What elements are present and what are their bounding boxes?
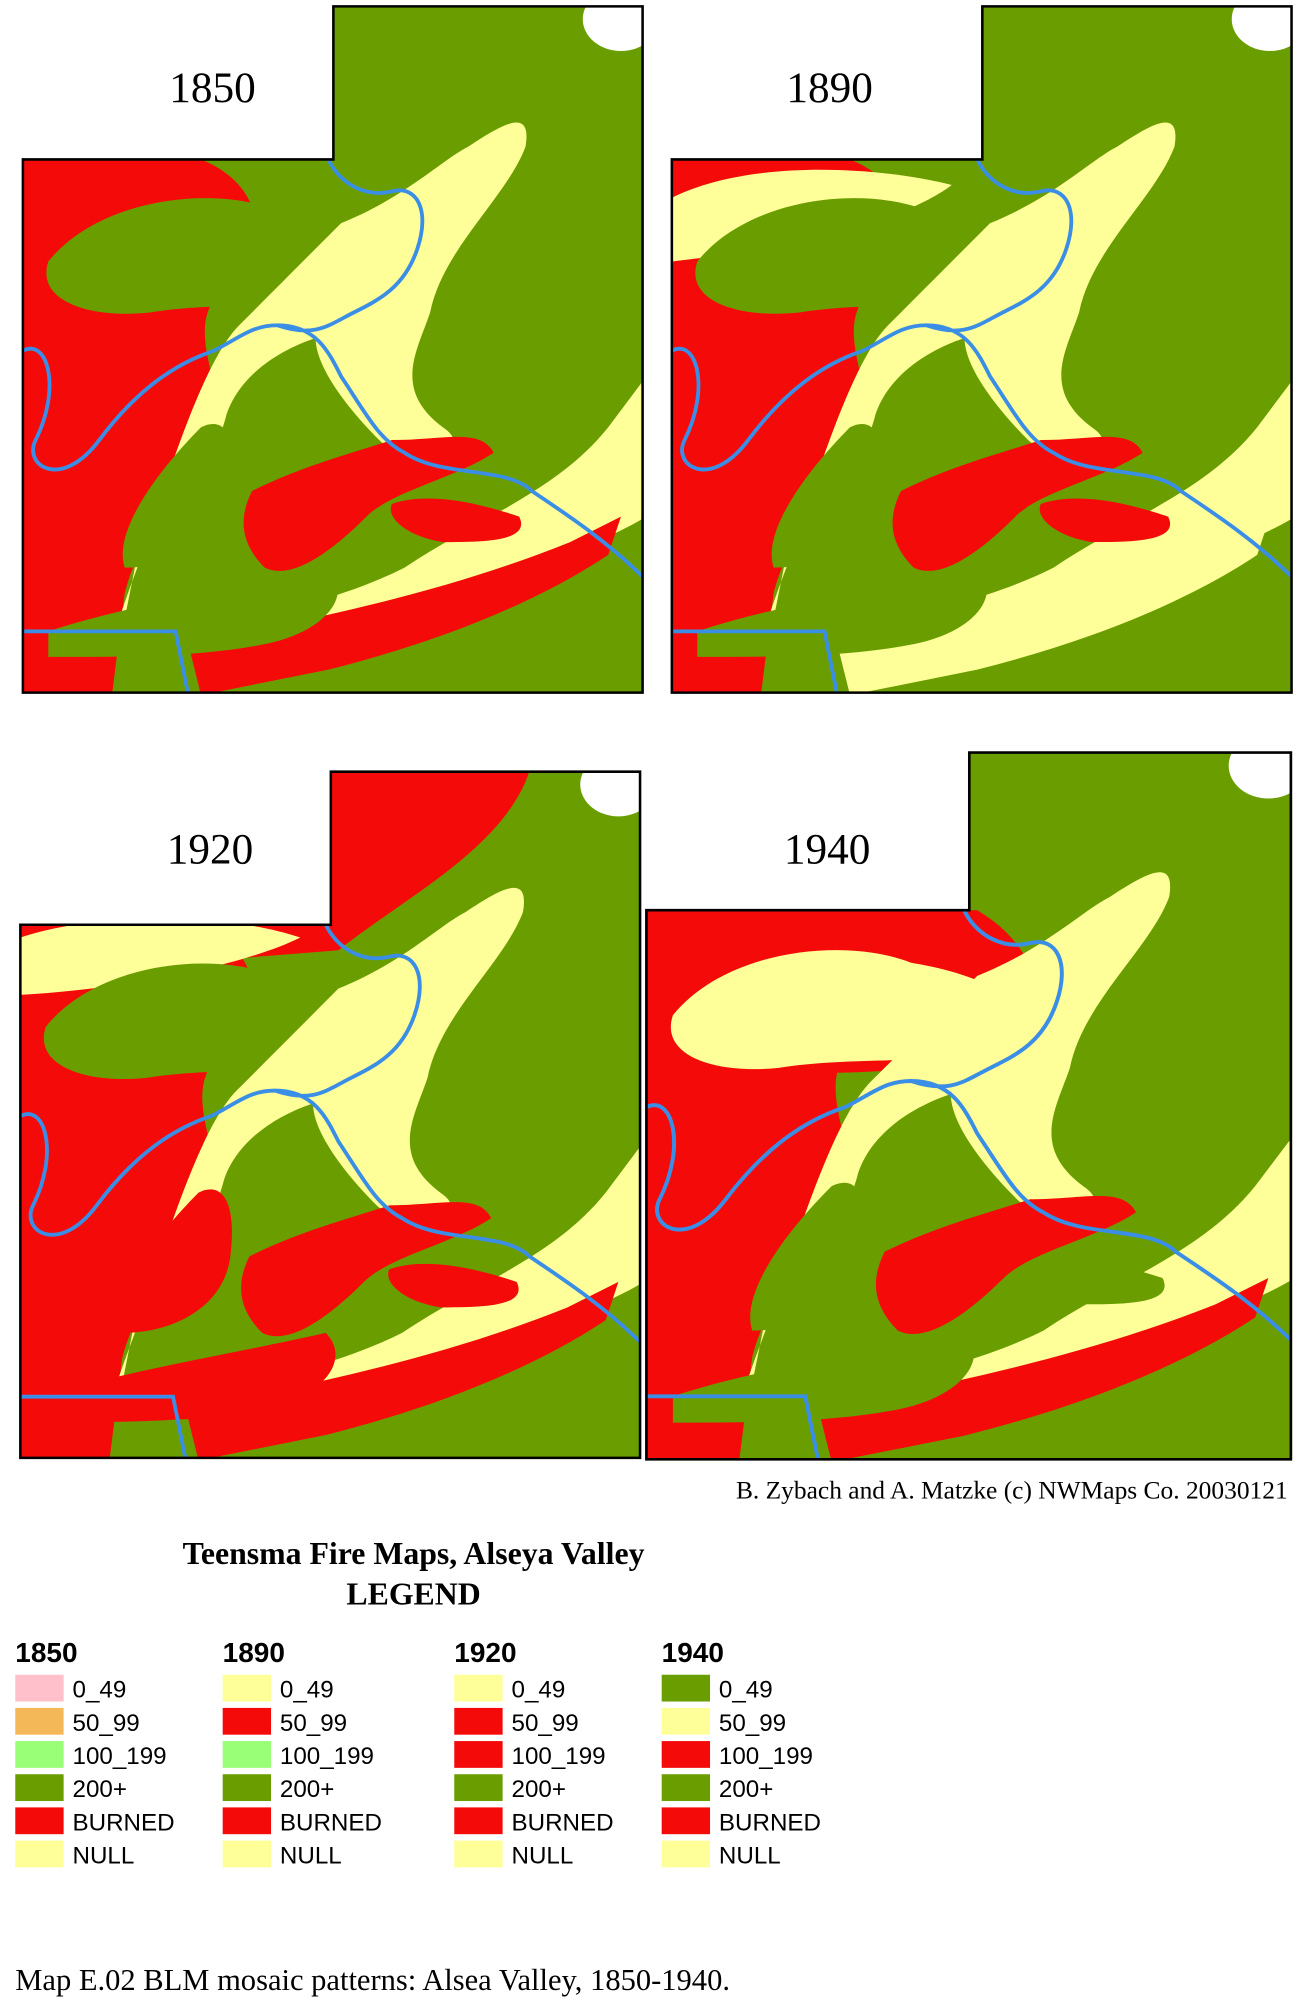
map-1940 — [645, 751, 1293, 1461]
legend-subtitle: LEGEND — [346, 1577, 480, 1612]
legend-label: 100_199 — [280, 1743, 374, 1770]
caption: Map E.02 BLM mosaic patterns: Alsea Vall… — [15, 1963, 730, 1997]
map-title: 1920 — [167, 825, 253, 873]
legend-label: BURNED — [73, 1809, 175, 1836]
legend-swatch — [661, 1741, 711, 1768]
legend-swatch — [454, 1674, 503, 1702]
legend-swatch — [222, 1774, 272, 1802]
legend-label: 0_49 — [280, 1677, 334, 1704]
legend-swatch — [15, 1807, 64, 1835]
legend-label: 200+ — [73, 1776, 127, 1803]
legend-label: 200+ — [280, 1776, 334, 1803]
legend-swatch — [454, 1707, 503, 1735]
credit: B. Zybach and A. Matzke (c) NWMaps Co. 2… — [736, 1476, 1288, 1505]
legend-swatch — [222, 1674, 272, 1702]
legend-swatch — [661, 1774, 711, 1802]
legend-year: 1850 — [15, 1637, 77, 1668]
legend-swatch — [661, 1707, 711, 1735]
legend-title: Teensma Fire Maps, Alseya Valley — [183, 1536, 645, 1571]
legend: 1850 0_49 50_99 100_199 200+ BURNED NULL 1890 0_… — [15, 1637, 821, 1870]
legend-label: BURNED — [280, 1809, 382, 1836]
legend-year: 1890 — [223, 1637, 285, 1668]
legend-year: 1940 — [662, 1637, 724, 1668]
legend-swatch — [222, 1707, 272, 1735]
legend-swatch — [15, 1741, 64, 1768]
legend-swatch — [454, 1741, 503, 1768]
legend-swatch — [454, 1774, 503, 1802]
legend-label: NULL — [73, 1842, 135, 1869]
legend-swatch — [661, 1674, 711, 1702]
legend-swatch — [15, 1674, 64, 1702]
legend-swatch — [661, 1840, 711, 1868]
legend-swatch — [15, 1774, 64, 1802]
legend-label: 50_99 — [73, 1710, 140, 1737]
map-title: 1850 — [169, 64, 255, 112]
map-1850 — [21, 5, 644, 694]
legend-swatch — [454, 1807, 503, 1835]
legend-swatch — [15, 1707, 64, 1735]
legend-label: 100_199 — [719, 1743, 813, 1770]
legend-swatch — [222, 1741, 272, 1768]
legend-label: 0_49 — [73, 1677, 127, 1704]
legend-label: 100_199 — [73, 1743, 167, 1770]
map-1890 — [670, 5, 1293, 694]
legend-label: 50_99 — [280, 1710, 347, 1737]
legend-label: 0_49 — [512, 1677, 566, 1704]
map-title: 1890 — [786, 64, 872, 112]
legend-label: 50_99 — [719, 1710, 786, 1737]
legend-label: NULL — [719, 1842, 781, 1869]
legend-label: BURNED — [512, 1809, 614, 1836]
legend-label: 200+ — [512, 1776, 566, 1803]
legend-swatch — [661, 1807, 711, 1835]
legend-label: 100_199 — [512, 1743, 606, 1770]
legend-year: 1920 — [454, 1637, 516, 1668]
map-1920 — [19, 770, 642, 1460]
legend-label: 0_49 — [719, 1677, 773, 1704]
legend-swatch — [222, 1840, 272, 1868]
legend-label: NULL — [280, 1842, 342, 1869]
legend-swatch — [15, 1840, 64, 1868]
legend-label: 200+ — [719, 1776, 773, 1803]
map-title: 1940 — [784, 825, 870, 873]
legend-label: BURNED — [719, 1809, 821, 1836]
legend-swatch — [222, 1807, 272, 1835]
legend-swatch — [454, 1840, 503, 1868]
legend-label: 50_99 — [512, 1710, 579, 1737]
legend-label: NULL — [512, 1842, 574, 1869]
